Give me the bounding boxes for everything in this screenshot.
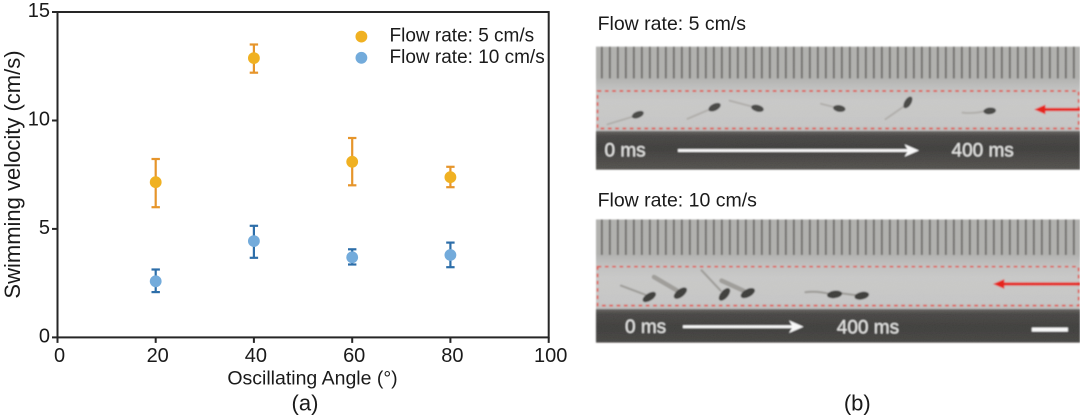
svg-text:(b): (b) <box>844 391 871 416</box>
svg-text:10: 10 <box>28 109 50 131</box>
svg-text:Flow rate: 5 cm/s: Flow rate: 5 cm/s <box>598 13 747 35</box>
svg-text:20: 20 <box>147 345 169 367</box>
svg-text:100: 100 <box>534 345 567 367</box>
svg-text:Swimming velocity (cm/s): Swimming velocity (cm/s) <box>0 50 25 298</box>
svg-text:0: 0 <box>39 326 50 348</box>
svg-text:(a): (a) <box>292 391 319 416</box>
svg-text:0: 0 <box>54 345 65 367</box>
svg-text:80: 80 <box>441 345 463 367</box>
svg-text:Flow rate: 5 cm/s: Flow rate: 5 cm/s <box>390 26 535 47</box>
svg-text:5: 5 <box>39 217 50 239</box>
svg-text:Flow rate: 10 cm/s: Flow rate: 10 cm/s <box>390 47 545 68</box>
svg-text:Flow rate: 10 cm/s: Flow rate: 10 cm/s <box>598 190 758 212</box>
svg-text:Oscillating Angle (°): Oscillating Angle (°) <box>227 367 397 389</box>
svg-text:15: 15 <box>28 0 50 22</box>
svg-text:60: 60 <box>343 345 365 367</box>
svg-text:40: 40 <box>245 345 267 367</box>
